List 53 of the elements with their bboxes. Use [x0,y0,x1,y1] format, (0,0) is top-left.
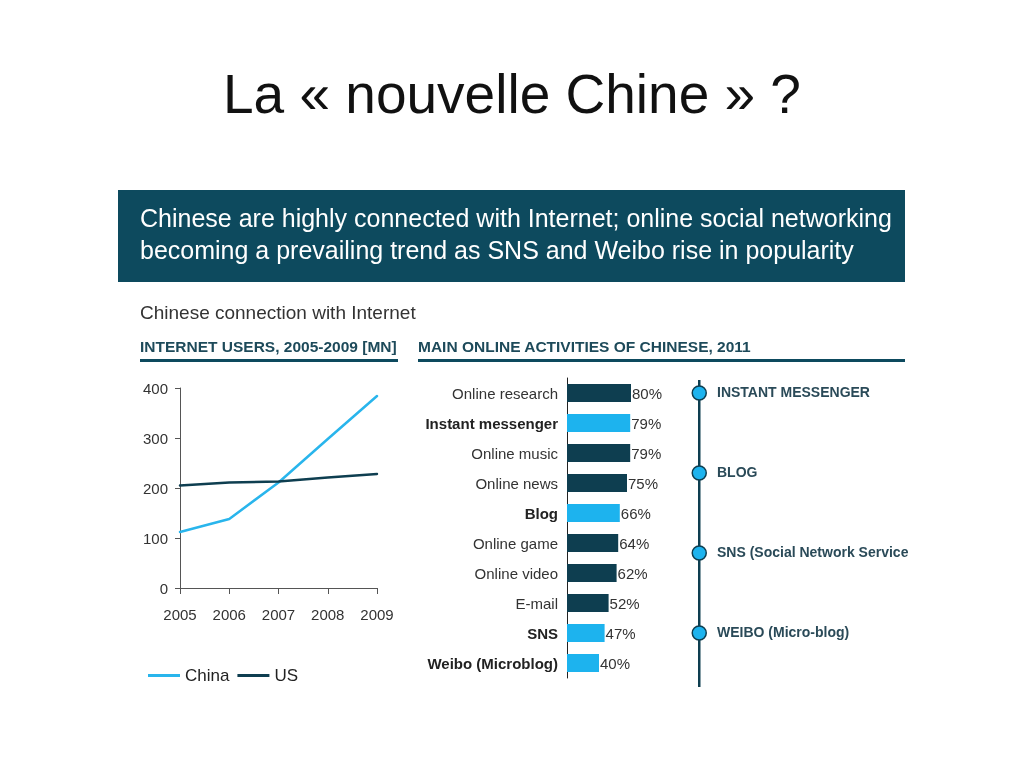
y-tick-label: Online game [472,534,558,552]
chart-title: INTERNET USERS, 2005-2009 [MN] [140,338,398,362]
text: SNS (Social Network Service [717,544,909,560]
y-tick-label: Online news [475,474,558,492]
data-label: 64% [619,534,650,552]
y-tick-label: Online music [471,444,559,462]
bar [567,624,605,642]
bar [567,444,631,462]
y-tick-label: 200 [142,479,168,497]
bar [567,534,619,552]
bar [567,654,599,672]
bar [567,504,620,522]
data-label: 47% [605,624,636,642]
y-tick-label: Online research [452,384,558,402]
data-label: 62% [617,564,648,582]
text: WEIBO (Micro-blog) [717,624,850,640]
chart-title: MAIN ONLINE ACTIVITIES OF CHINESE, 2011 [418,338,905,362]
y-tick-label: 300 [142,429,168,447]
y-tick-label: Online video [474,564,558,582]
data-label: 80% [632,384,663,402]
data-label: 66% [620,504,651,522]
y-tick-label: Weibo (Microblog) [427,654,558,672]
x-tick-label: 2008 [311,606,345,623]
text: La « nouvelle Chine » ? [222,62,802,126]
data-label: 40% [600,654,631,672]
y-tick-label: E-mail [515,594,558,612]
y-tick-label: 0 [159,579,168,597]
data-label: 79% [631,444,662,462]
text: Chinese are highly connected with Internet; online social networking becoming a prevailing trend as SNS and Weibo rise in popularity [118,190,905,282]
legend-label: China [185,666,230,685]
x-tick-label: 2005 [163,606,197,623]
line-series [178,472,379,487]
line-series [178,394,379,534]
y-tick-label: 400 [142,379,168,397]
bar [567,564,617,582]
data-label: 79% [631,414,662,432]
y-tick-label: SNS [527,624,558,642]
x-tick-label: 2009 [360,606,394,623]
x-tick-label: 2006 [212,606,246,623]
bar [567,384,631,402]
data-label: 75% [628,474,659,492]
bar [567,594,609,612]
data-label: 52% [609,594,640,612]
x-tick-label: 2007 [261,606,296,623]
y-tick-label: 100 [142,529,168,547]
legend-label: US [274,666,299,685]
y-tick-label: Blog [524,504,558,522]
bar [567,414,631,432]
text: Chinese connection with Internet [140,302,416,324]
bar [567,474,627,492]
text: INSTANT MESSENGER [717,384,870,400]
y-tick-label: Instant messenger [425,414,559,432]
text: BLOG [717,464,758,480]
